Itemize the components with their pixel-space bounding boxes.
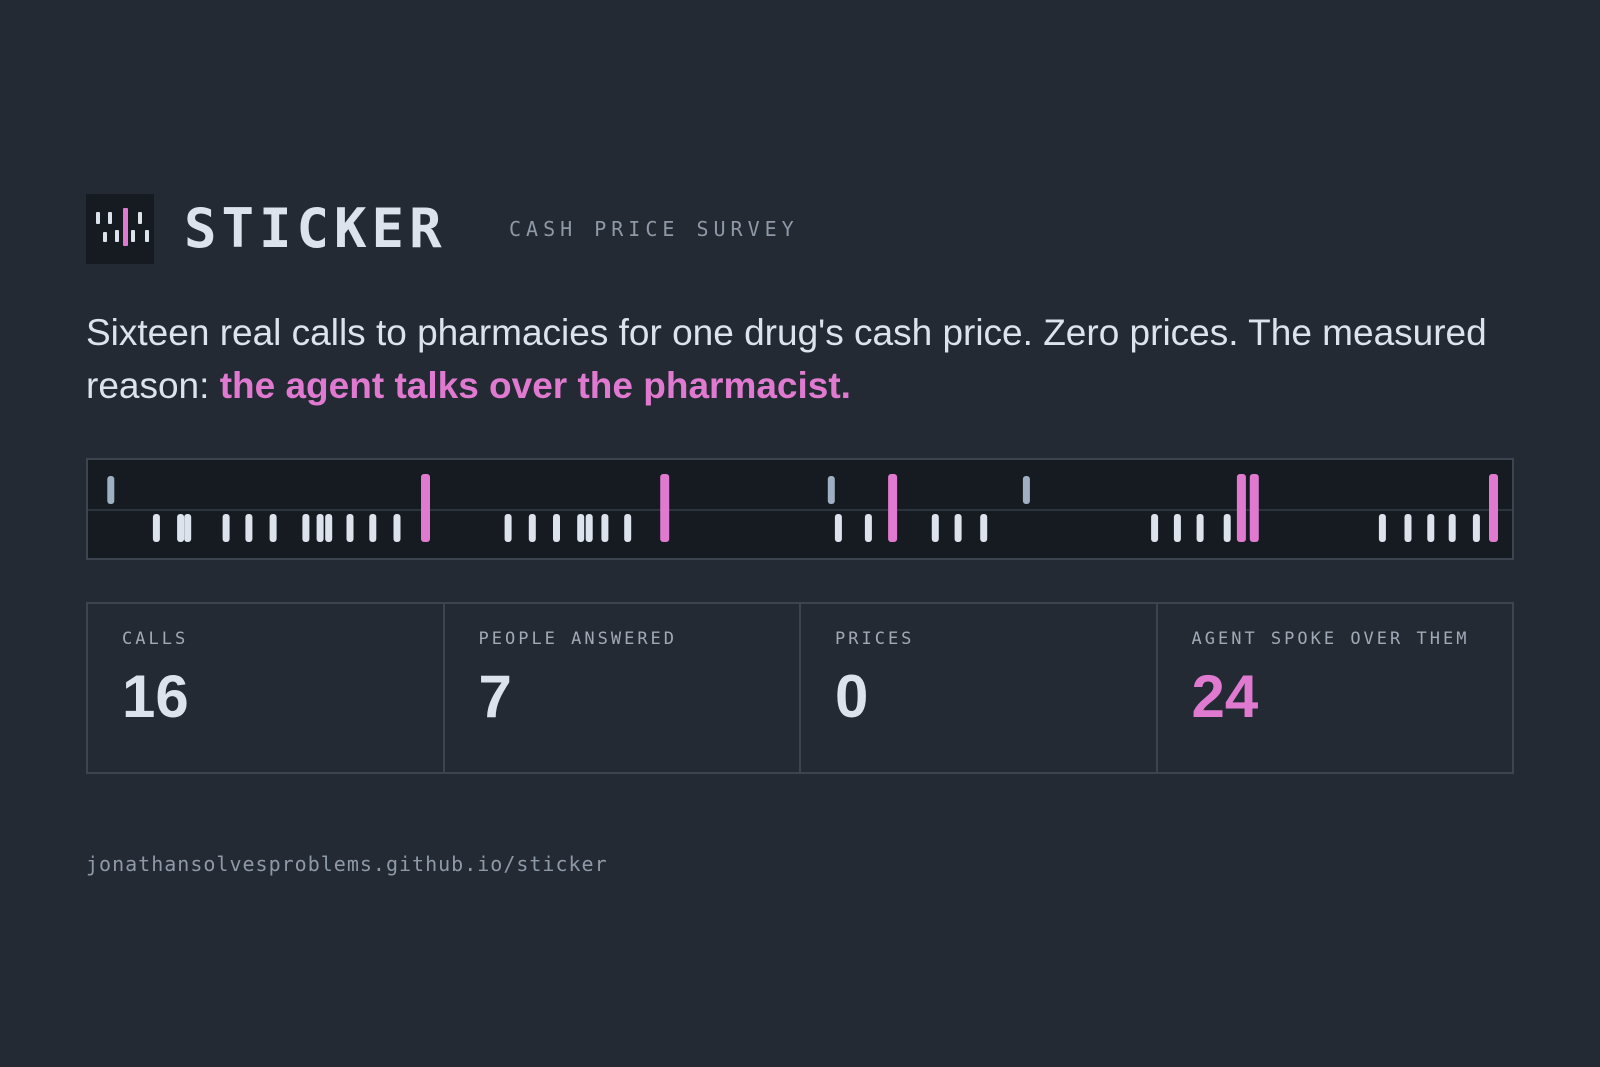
timeline-bar-turn [316,514,324,542]
timeline-bar-turn [302,514,310,542]
timeline-bar-turn [585,514,593,542]
headline: Sixteen real calls to pharmacies for one… [86,306,1526,412]
timeline-bar-turn [577,514,585,542]
timeline-bar-turn [245,514,253,542]
timeline-bar-marker [1022,476,1030,504]
timeline-bar-overlap [660,474,670,542]
timeline-bar-turn [1448,514,1456,542]
stat-agent-spoke-over: AGENT SPOKE OVER THEM 24 [1158,604,1513,772]
headline-text: Sixteen real calls to pharmacies for one… [86,312,1487,406]
timeline-bar-turn [1472,514,1480,542]
timeline-bar-turn [184,514,192,542]
call-timeline [86,458,1514,560]
timeline-bar-turn [1378,514,1386,542]
headline-accent: the agent talks over the pharmacist. [219,365,851,406]
stat-value: 7 [478,663,512,730]
timeline-bar-turn [152,514,160,542]
timeline-bar-turn [369,514,377,542]
timeline-bar-turn [980,514,988,542]
stat-value: 0 [835,663,869,730]
stats-panel: CALLS 16 PEOPLE ANSWERED 7 PRICES 0 AGEN… [86,602,1514,774]
timeline-bar-overlap [1489,474,1498,542]
timeline-bar-overlap [1236,474,1246,542]
stat-prices: PRICES 0 [801,604,1158,772]
timeline-bar-marker [827,476,835,504]
timeline-bar-turn [393,514,401,542]
app-title: STICKER [184,197,447,260]
timeline-bar-turn [624,514,632,542]
timeline-bar-overlap [888,474,898,542]
timeline-bar-turn [553,514,560,542]
timeline-bar-turn [1151,514,1159,542]
timeline-bar-turn [1427,514,1435,542]
timeline-bar-turn [346,514,354,542]
timeline-bar-turn [222,514,230,542]
footer-link[interactable]: jonathansolvesproblems.github.io/sticker [86,852,608,876]
timeline-bar-turn [1404,514,1412,542]
timeline-bar-turn [528,514,536,542]
stat-label: CALLS [122,629,189,649]
timeline-bar-turn [864,514,872,542]
timeline-bar-marker [107,476,115,504]
stat-calls: CALLS 16 [88,604,445,772]
stat-label: PRICES [835,629,915,649]
stat-value: 24 [1191,663,1259,730]
timeline-bar-turn [1196,514,1204,542]
timeline-bar-turn [1173,514,1181,542]
stat-label: PEOPLE ANSWERED [478,629,678,649]
timeline-bar-turn [504,514,512,542]
timeline-bar-turn [954,514,962,542]
stat-label: AGENT SPOKE OVER THEM [1191,629,1470,649]
stat-value: 16 [122,663,189,730]
timeline-bar-overlap [1249,474,1259,542]
timeline-bar-overlap [421,474,430,542]
stat-people-answered: PEOPLE ANSWERED 7 [445,604,801,772]
logo-bars-icon [96,208,149,246]
timeline-bar-turn [834,514,842,542]
timeline-bar-turn [325,514,333,542]
timeline-bar-turn [269,514,277,542]
app-subtitle: CASH PRICE SURVEY [509,217,799,241]
timeline-bar-turn [177,514,185,542]
timeline-bar-turn [931,514,939,542]
call-timeline-chart [88,474,1512,542]
timeline-bar-turn [601,514,609,542]
timeline-bar-turn [1223,514,1231,542]
logo [86,194,154,264]
